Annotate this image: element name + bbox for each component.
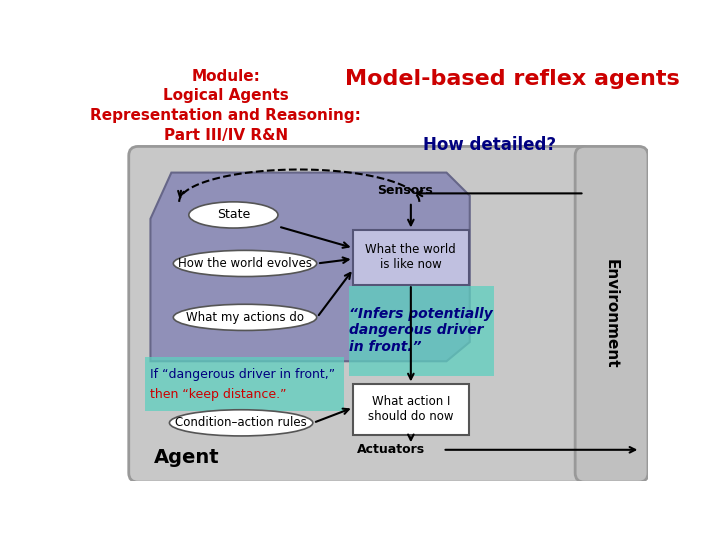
Text: “Infers potentially
dangerous driver
in front.”: “Infers potentially dangerous driver in … — [349, 307, 492, 354]
Text: Environment: Environment — [604, 259, 619, 369]
Text: How detailed?: How detailed? — [423, 136, 557, 154]
Text: Agent: Agent — [153, 448, 219, 467]
FancyBboxPatch shape — [145, 356, 344, 410]
Text: If “dangerous driver in front,”: If “dangerous driver in front,” — [150, 368, 336, 381]
Polygon shape — [150, 173, 469, 361]
FancyBboxPatch shape — [353, 383, 469, 435]
Ellipse shape — [174, 304, 317, 330]
Text: What action I
should do now: What action I should do now — [368, 395, 454, 423]
Text: How the world evolves: How the world evolves — [178, 257, 312, 270]
FancyBboxPatch shape — [129, 146, 591, 482]
Text: then “keep distance.”: then “keep distance.” — [150, 388, 287, 401]
Ellipse shape — [189, 202, 278, 228]
Text: What my actions do: What my actions do — [186, 311, 304, 324]
FancyBboxPatch shape — [575, 146, 648, 482]
Ellipse shape — [174, 251, 317, 276]
Text: State: State — [217, 208, 250, 221]
Text: Condition–action rules: Condition–action rules — [175, 416, 307, 429]
Text: Module:
Logical Agents
Representation and Reasoning:
Part III/IV R&N: Module: Logical Agents Representation an… — [90, 69, 361, 143]
FancyBboxPatch shape — [349, 286, 494, 376]
FancyBboxPatch shape — [353, 230, 469, 285]
Text: What the world
is like now: What the world is like now — [366, 244, 456, 271]
Text: Actuators: Actuators — [357, 443, 426, 456]
Ellipse shape — [169, 410, 312, 436]
Text: Model-based reflex agents: Model-based reflex agents — [345, 69, 680, 89]
Text: Sensors: Sensors — [377, 184, 433, 197]
